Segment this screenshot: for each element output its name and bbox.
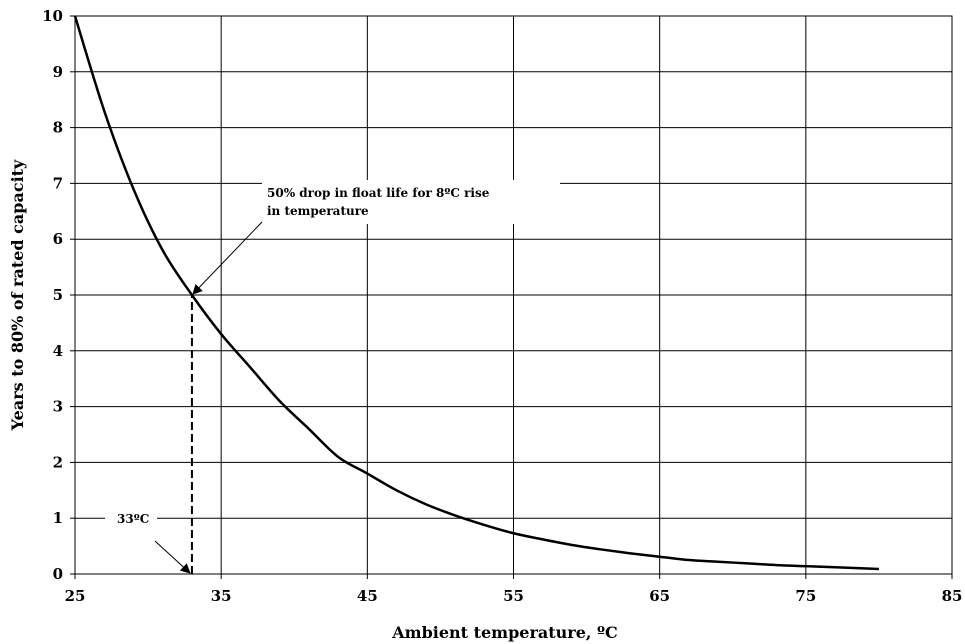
callout-text: in temperature [267, 204, 369, 218]
x-tick-label: 55 [503, 587, 524, 605]
temperature-arrow [154, 540, 191, 574]
y-tick-label: 8 [53, 119, 63, 137]
y-tick-label: 0 [53, 565, 63, 583]
x-axis-title: Ambient temperature, ºC [391, 623, 618, 642]
y-axis-title: Years to 80% of rated capacity [8, 159, 27, 431]
series-line [73, 15, 879, 571]
x-tick-label: 65 [649, 587, 670, 605]
x-tick-label: 35 [211, 587, 232, 605]
temperature-label-box [105, 508, 157, 530]
y-tick-label: 9 [53, 63, 63, 81]
y-tick-label: 3 [53, 398, 63, 416]
x-tick-label: 75 [795, 587, 816, 605]
annotations: 50% drop in float life for 8ºC rise in te… [105, 180, 560, 574]
y-tick-label: 4 [53, 342, 63, 360]
callout-box [262, 180, 560, 224]
x-tick-label: 45 [357, 587, 378, 605]
y-tick-label: 10 [42, 7, 63, 25]
callout-text: 50% drop in float life for 8ºC rise [267, 186, 490, 200]
x-tick-label: 25 [65, 587, 86, 605]
x-tick-label: 85 [942, 587, 963, 605]
grid-lines [74, 15, 953, 575]
y-tick-label: 6 [53, 230, 63, 248]
y-tick-label: 5 [53, 286, 63, 304]
x-axis-ticks: 25 35 45 55 65 75 85 [65, 574, 963, 605]
y-tick-label: 2 [53, 453, 63, 471]
y-axis-ticks: 0 1 2 3 4 5 6 7 8 9 10 [42, 7, 75, 583]
temperature-label: 33ºC [117, 512, 149, 526]
y-tick-label: 1 [53, 509, 63, 527]
callout-arrow [192, 221, 263, 295]
y-tick-label: 7 [53, 174, 63, 192]
